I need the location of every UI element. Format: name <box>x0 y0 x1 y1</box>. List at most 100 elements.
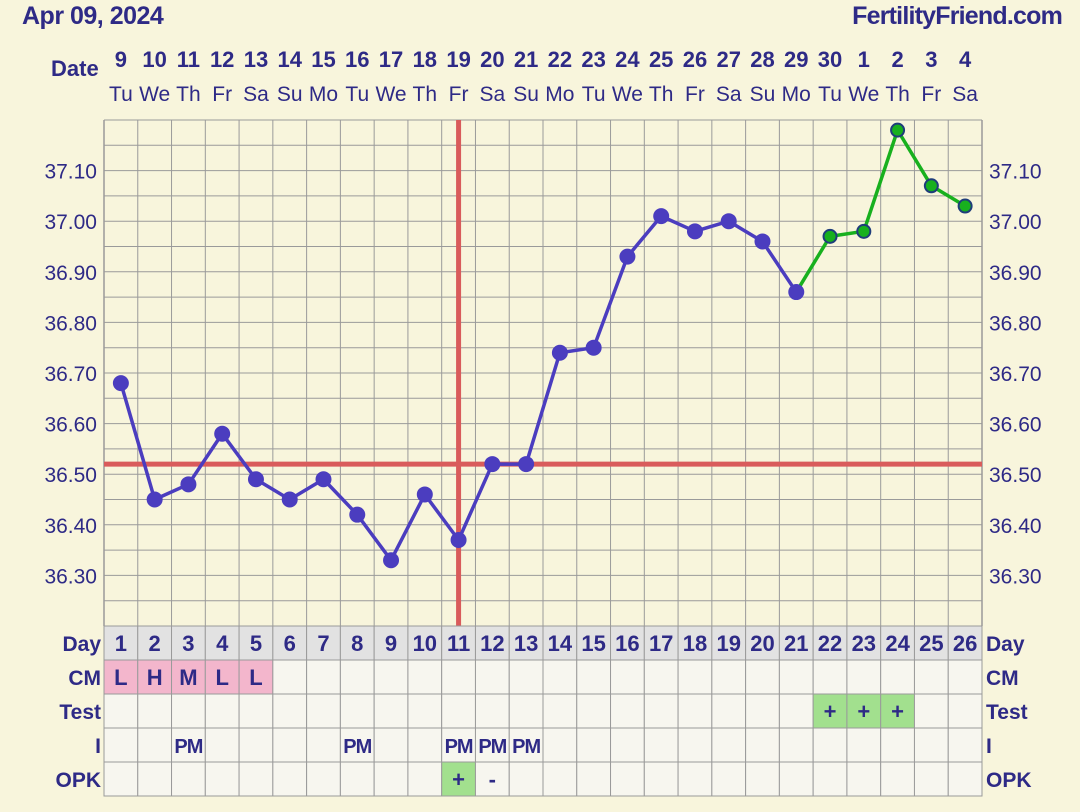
temperature-point <box>822 228 838 244</box>
cell-test <box>339 693 375 729</box>
date-label: 12 <box>210 47 234 72</box>
cell-opk <box>643 761 679 797</box>
cell-opk <box>441 761 476 797</box>
cell-test <box>103 693 139 729</box>
cell-value-day: 20 <box>750 631 774 656</box>
cell-day <box>474 625 510 661</box>
date-label: 16 <box>345 47 369 72</box>
cell-intercourse <box>474 727 510 763</box>
cell-day <box>880 625 915 661</box>
weekday-label: Tu <box>582 83 606 106</box>
weekday-label: We <box>612 83 643 106</box>
date-label: 9 <box>115 47 127 72</box>
date-label: 3 <box>925 47 937 72</box>
cell-value-day: 14 <box>548 631 573 656</box>
cell-value-day: 2 <box>149 631 161 656</box>
weekday-label: Su <box>513 83 539 106</box>
y-tick-label-right: 36.30 <box>989 565 1042 588</box>
date-label: 20 <box>480 47 504 72</box>
cell-value-test: + <box>857 699 870 724</box>
date-label: 2 <box>891 47 903 72</box>
weekday-label: Sa <box>243 83 269 106</box>
row-label-right-intercourse: I <box>986 735 992 758</box>
temperature-point <box>923 178 939 194</box>
temperature-point <box>720 213 737 230</box>
cell-day <box>204 625 240 661</box>
cell-value-intercourse: PM <box>343 736 371 758</box>
cell-test <box>913 693 949 729</box>
temperature-point <box>383 552 400 569</box>
cell-cm <box>373 659 409 695</box>
cell-value-cm: L <box>215 665 228 690</box>
temperature-point <box>315 471 332 488</box>
date-label: 10 <box>142 47 166 72</box>
temperature-point <box>146 491 163 508</box>
cell-cm <box>339 659 375 695</box>
temperature-point <box>281 491 298 508</box>
temperature-point <box>416 486 433 503</box>
cell-opk <box>745 761 780 797</box>
weekday-label: Fr <box>212 83 232 106</box>
temperature-point <box>112 375 129 392</box>
date-label: 11 <box>177 47 200 72</box>
cell-value-cm: L <box>114 665 127 690</box>
cell-intercourse <box>745 727 780 763</box>
date-label: 23 <box>581 47 605 72</box>
row-label-left-day: Day <box>62 633 101 656</box>
cell-value-day: 3 <box>182 631 194 656</box>
cell-cm <box>407 659 443 695</box>
weekday-label: Mo <box>545 83 574 106</box>
temperature-point <box>686 223 703 240</box>
date-label: 30 <box>818 47 842 72</box>
cell-test <box>643 693 679 729</box>
temperature-point <box>653 208 670 225</box>
cell-value-day: 6 <box>284 631 296 656</box>
temperature-point <box>349 506 366 523</box>
cell-intercourse <box>542 727 578 763</box>
cell-cm <box>306 659 341 695</box>
cell-value-day: 18 <box>683 631 707 656</box>
cell-value-day: 16 <box>615 631 639 656</box>
date-label: 22 <box>548 47 572 72</box>
temperature-point <box>450 531 467 548</box>
cell-opk <box>272 761 308 797</box>
cell-opk <box>711 761 747 797</box>
temperature-point <box>180 476 197 493</box>
cell-intercourse <box>880 727 915 763</box>
date-label: 15 <box>311 47 335 72</box>
cell-intercourse <box>407 727 443 763</box>
cell-test <box>576 693 612 729</box>
cell-value-day: 1 <box>115 631 127 656</box>
cell-intercourse <box>677 727 713 763</box>
cell-value-day: 4 <box>216 631 229 656</box>
y-tick-label-right: 36.90 <box>989 262 1042 285</box>
cell-cm <box>610 659 645 695</box>
cell-day <box>542 625 578 661</box>
cell-intercourse <box>643 727 679 763</box>
cell-test <box>474 693 510 729</box>
cell-intercourse <box>508 727 544 763</box>
y-tick-label-left: 36.40 <box>44 515 97 538</box>
cell-opk <box>474 761 510 797</box>
weekday-label: Th <box>413 83 438 106</box>
cell-value-day: 21 <box>784 631 808 656</box>
cell-value-opk: - <box>489 767 496 792</box>
cell-day <box>373 625 409 661</box>
cell-test <box>137 693 173 729</box>
cell-day <box>812 625 848 661</box>
weekday-label: Tu <box>345 83 369 106</box>
weekday-label: Fr <box>921 83 941 106</box>
temperature-point <box>214 425 231 442</box>
cell-value-day: 24 <box>885 631 910 656</box>
date-label: 4 <box>959 47 972 72</box>
cell-day <box>103 625 139 661</box>
cell-intercourse <box>306 727 341 763</box>
row-label-right-cm: CM <box>986 667 1019 690</box>
row-label-left-intercourse: I <box>95 735 101 758</box>
cell-day <box>947 625 983 661</box>
date-label: 14 <box>277 47 302 72</box>
cell-cm <box>272 659 308 695</box>
row-label-right-test: Test <box>986 701 1028 724</box>
cell-test <box>711 693 747 729</box>
cell-opk <box>947 761 983 797</box>
